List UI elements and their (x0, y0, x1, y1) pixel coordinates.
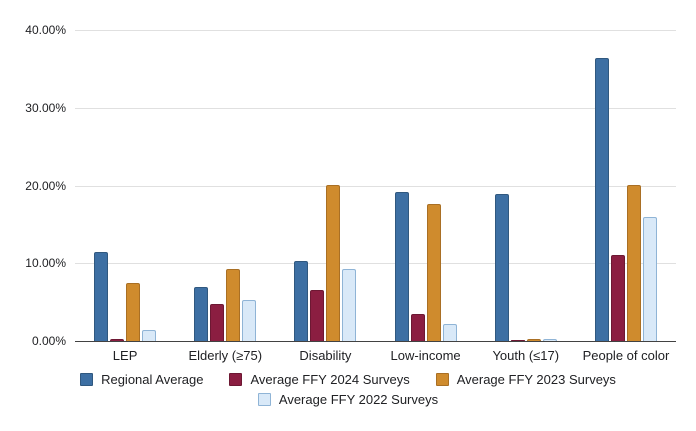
group-disability: Disability (275, 30, 375, 363)
bar-average-ffy-2022-surveys-people-of-color[interactable] (642, 217, 657, 341)
gridline-30 (75, 107, 676, 109)
bar-average-ffy-2023-surveys-people-of-color[interactable] (626, 185, 641, 341)
legend-item-average-ffy-2022-surveys[interactable]: Average FFY 2022 Surveys (257, 392, 439, 407)
bar-average-ffy-2023-surveys-elderly-75[interactable] (226, 269, 241, 341)
group-people-of-color: People of color (576, 30, 676, 363)
bar-average-ffy-2022-surveys-disability[interactable] (342, 269, 357, 341)
bar-regional-average-disability[interactable] (294, 261, 309, 341)
legend-swatch-icon (80, 373, 94, 386)
x-category-label-elderly-75: Elderly (≥75) (188, 348, 263, 363)
gridline-10 (75, 263, 676, 265)
y-tick-label-0: 0.00% (31, 334, 66, 348)
legend-swatch-icon (229, 373, 243, 386)
group-low-income: Low-income (376, 30, 476, 363)
bar-regional-average-youth-17[interactable] (494, 194, 509, 341)
bars-people-of-color (594, 30, 657, 341)
bar-regional-average-people-of-color[interactable] (594, 58, 609, 341)
bars-elderly-75 (194, 30, 257, 341)
bars-disability (294, 30, 357, 341)
y-tick-label-30: 30.00% (25, 100, 66, 115)
gridline-40 (75, 30, 676, 31)
bar-average-ffy-2024-surveys-disability[interactable] (310, 290, 325, 341)
plot-area: LEP Elderly (≥75) Disability Low-income Yout… (75, 30, 676, 363)
bar-average-ffy-2023-surveys-low-income[interactable] (426, 204, 441, 341)
bar-average-ffy-2022-surveys-lep[interactable] (142, 330, 157, 341)
legend-item-average-ffy-2023-surveys[interactable]: Average FFY 2023 Surveys (435, 372, 616, 387)
legend-label: Average FFY 2024 Surveys (250, 372, 410, 387)
legend-swatch-icon (435, 373, 449, 386)
bars-youth-17 (494, 30, 557, 341)
group-elderly-75: Elderly (≥75) (175, 30, 275, 363)
legend-item-regional-average[interactable]: Regional Average (80, 372, 203, 387)
bar-average-ffy-2023-surveys-disability[interactable] (326, 185, 341, 341)
bar-average-ffy-2023-surveys-lep[interactable] (126, 283, 141, 341)
x-category-label-youth-17: Youth (≤17) (492, 348, 560, 363)
bar-average-ffy-2022-surveys-elderly-75[interactable] (242, 300, 257, 341)
y-tick-label-20: 20.00% (25, 178, 66, 193)
x-category-label-low-income: Low-income (390, 348, 461, 363)
legend-label: Regional Average (101, 372, 204, 387)
bar-regional-average-lep[interactable] (94, 252, 109, 341)
bar-average-ffy-2024-surveys-lep[interactable] (110, 339, 125, 341)
x-category-label-lep: LEP (112, 348, 138, 363)
bar-average-ffy-2022-surveys-youth-17[interactable] (542, 339, 557, 341)
y-tick-label-40: 40.00% (25, 23, 66, 37)
bar-average-ffy-2024-surveys-youth-17[interactable] (510, 340, 525, 341)
legend-label: Average FFY 2022 Surveys (278, 392, 439, 407)
bar-average-ffy-2024-surveys-elderly-75[interactable] (210, 304, 225, 341)
group-lep: LEP (75, 30, 175, 363)
gridline-20 (75, 185, 676, 187)
bar-average-ffy-2022-surveys-low-income[interactable] (442, 324, 457, 341)
bars-low-income (394, 30, 457, 341)
bar-average-ffy-2024-surveys-people-of-color[interactable] (610, 255, 625, 341)
bars-lep (94, 30, 157, 341)
legend: Regional Average Average FFY 2024 Surveys… (28, 372, 668, 407)
bar-regional-average-low-income[interactable] (394, 192, 409, 341)
bar-groups: LEP Elderly (≥75) Disability Low-income Yout… (75, 30, 676, 363)
x-category-label-people-of-color: People of color (582, 348, 670, 363)
group-youth-17: Youth (≤17) (476, 30, 576, 363)
bar-regional-average-elderly-75[interactable] (194, 287, 209, 341)
y-tick-label-10: 10.00% (25, 256, 66, 271)
bar-average-ffy-2023-surveys-youth-17[interactable] (526, 339, 541, 341)
legend-item-average-ffy-2024-surveys[interactable]: Average FFY 2024 Surveys (229, 372, 410, 387)
x-axis-line (75, 341, 676, 342)
legend-label: Average FFY 2023 Surveys (456, 372, 616, 387)
bar-average-ffy-2024-surveys-low-income[interactable] (410, 314, 425, 341)
x-category-label-disability: Disability (299, 348, 352, 363)
legend-swatch-icon (257, 393, 271, 406)
